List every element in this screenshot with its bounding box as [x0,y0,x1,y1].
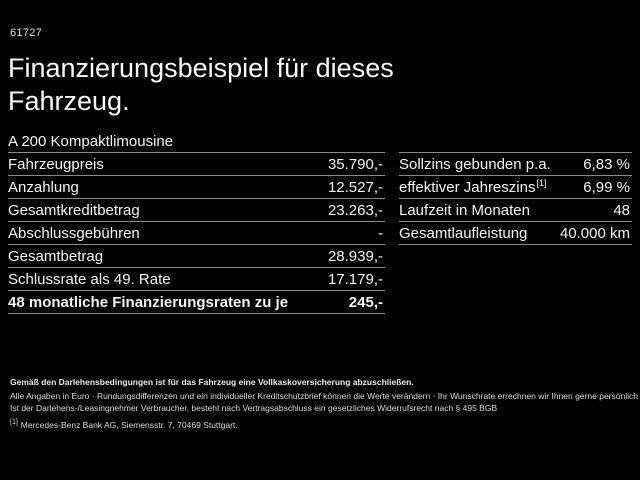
financing-details-table: A 200 Kompaktlimousine Fahrzeugpreis 35.… [8,130,385,314]
row-label: Gesamtlaufleistung [399,224,528,242]
table-row: Laufzeit in Monaten 48 [399,199,632,222]
row-label: Anzahlung [8,178,79,196]
row-label: Fahrzeugpreis [8,155,104,173]
row-value: 35.790,- [327,155,383,173]
vehicle-id-number: 61727 [10,27,43,39]
row-value: 23.263,- [327,201,383,219]
row-value: 28.939,- [327,247,383,265]
fine-print-line: Ist der Darlehens-/Leasingnehmer Verbrau… [10,403,498,413]
row-value: 245,- [348,293,383,311]
legal-footer: Gemäß den Darlehensbedingungen ist für d… [10,376,638,431]
row-label: 48 monatliche Finanzierungsraten zu je [8,293,289,311]
row-label: Gesamtbetrag [8,247,104,265]
row-label: Sollzins gebunden p.a. [399,155,551,173]
row-label: Schlussrate als 49. Rate [8,270,171,288]
row-value: 6,83 % [583,155,630,173]
financing-conditions-table: Sollzins gebunden p.a. 6,83 % effektiver… [399,152,632,245]
footnote-text: Mercedes-Benz Bank AG, Siemensstr. 7, 70… [20,420,238,430]
row-value: 17.179,- [327,270,383,288]
insurance-note: Gemäß den Darlehensbedingungen ist für d… [10,377,414,387]
fine-print-line: Alle Angaben in Euro · Rundungsdifferenz… [10,391,638,401]
table-row-monthly-rate-total: 48 monatliche Finanzierungsraten zu je 2… [8,291,385,314]
row-label: Laufzeit in Monaten [399,201,530,219]
table-row: Abschlussgebühren - [8,222,385,245]
footnote-1: [1] Mercedes-Benz Bank AG, Siemensstr. 7,… [10,419,634,431]
footnote-ref: [1] [536,177,547,188]
row-value: 12.527,- [327,178,383,196]
page-title: Finanzierungsbeispiel für dieses Fahrzeu… [8,53,394,116]
row-label: effektiver Jahreszins [399,178,536,196]
table-row: Gesamtkreditbetrag 23.263,- [8,199,385,222]
row-label: Abschlussgebühren [8,224,140,242]
row-value: 48 [613,201,630,219]
footnote-marker: [1] [10,419,18,427]
row-value: - [378,224,383,242]
model-name: A 200 Kompaktlimousine [8,132,174,150]
table-row: Fahrzeugpreis 35.790,- [8,153,385,176]
table-row: Gesamtlaufleistung 40.000 km [399,222,632,245]
row-value: 6,99 % [583,178,630,196]
row-value: 40.000 km [559,224,630,242]
table-row: Schlussrate als 49. Rate 17.179,- [8,268,385,291]
table-row: Anzahlung 12.527,- [8,176,385,199]
table-row: Gesamtbetrag 28.939,- [8,245,385,268]
table-row-model: A 200 Kompaktlimousine [8,130,385,153]
table-row: Sollzins gebunden p.a. 6,83 % [399,153,632,176]
table-row: effektiver Jahreszins[1] 6,99 % [399,176,632,199]
row-label: Gesamtkreditbetrag [8,201,140,219]
